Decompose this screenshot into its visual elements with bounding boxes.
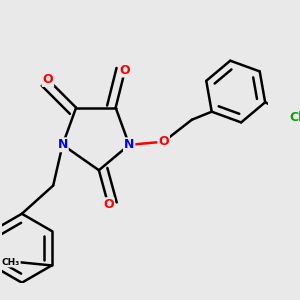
Text: CH₃: CH₃ [2, 258, 20, 267]
Text: O: O [120, 64, 130, 76]
Text: N: N [124, 138, 134, 151]
Text: N: N [57, 138, 68, 151]
Text: O: O [43, 73, 53, 86]
Text: Cl: Cl [290, 111, 300, 124]
Text: O: O [103, 198, 114, 211]
Text: O: O [158, 135, 169, 148]
